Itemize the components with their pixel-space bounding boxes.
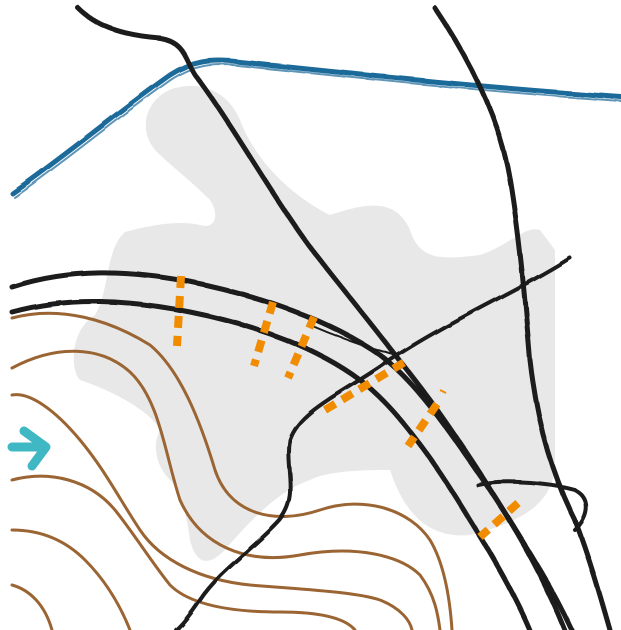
contour-lines — [10, 311, 454, 630]
dashed-markers — [173, 275, 521, 540]
arrow-right-icon — [7, 426, 51, 471]
dashed-marker — [173, 275, 185, 347]
dashed-marker — [250, 300, 277, 368]
contour-line — [10, 349, 442, 630]
road — [432, 5, 613, 630]
contour-line — [10, 393, 414, 630]
dashed-marker-tick — [439, 389, 447, 394]
river — [9, 58, 621, 198]
dashed-marker — [477, 500, 521, 540]
dashed-marker — [404, 401, 441, 449]
contour-line — [10, 528, 132, 630]
road — [174, 256, 572, 630]
contour-line — [10, 474, 357, 630]
roads — [9, 5, 613, 630]
contour-line — [10, 583, 54, 630]
road — [9, 270, 568, 630]
contour-line — [10, 311, 454, 630]
dashed-marker — [284, 315, 318, 380]
road — [309, 324, 396, 356]
road — [476, 480, 589, 532]
dashed-marker — [322, 356, 411, 414]
